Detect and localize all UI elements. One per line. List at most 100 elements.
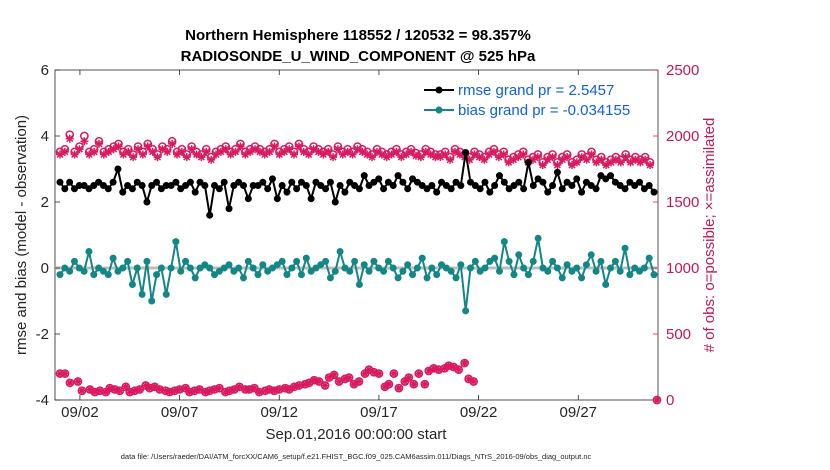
bias-point — [56, 271, 64, 279]
obs-lower-assimilated-point — [414, 369, 423, 378]
bias-point — [297, 271, 305, 279]
obs-assimilated-point — [231, 147, 240, 156]
obs-lower-assimilated-point — [270, 386, 279, 395]
bias-point — [157, 264, 165, 272]
bias-point — [104, 271, 112, 279]
right-tick-label: 0 — [666, 392, 674, 409]
bias-point — [259, 261, 267, 269]
bias-point — [264, 267, 272, 275]
bias-point — [384, 257, 392, 265]
obs-assimilated-point — [402, 150, 411, 159]
obs-lower-assimilated-point — [400, 377, 409, 386]
bias-point — [268, 264, 276, 272]
obs-assimilated-point — [455, 150, 464, 159]
rmse-point — [56, 178, 64, 186]
obs-assimilated-point — [163, 147, 172, 156]
bias-point — [312, 264, 320, 272]
bias-point — [626, 271, 634, 279]
obs-assimilated-point — [338, 150, 347, 159]
obs-assimilated-point — [563, 153, 572, 162]
legend-label-rmse: rmse grand pr = 2.5457 — [458, 82, 614, 99]
rmse-point — [317, 182, 325, 189]
obs-lower-assimilated-point — [135, 385, 144, 394]
rmse-point — [626, 178, 634, 186]
obs-assimilated-point — [528, 155, 537, 164]
bias-point — [650, 271, 658, 279]
obs-assimilated-point — [173, 150, 182, 159]
obs-assimilated-point — [280, 147, 289, 156]
bias-point — [128, 281, 136, 288]
rmse-point — [433, 188, 441, 196]
obs-assimilated-point — [290, 150, 299, 159]
obs-lower-assimilated-point — [250, 384, 259, 393]
obs-assimilated-point — [148, 147, 157, 156]
obs-lower-assimilated-point — [409, 380, 418, 389]
bias-point — [481, 264, 489, 272]
obs-assimilated-point — [241, 150, 250, 159]
bias-point — [495, 267, 503, 275]
obs-lower-assimilated-point — [141, 381, 150, 390]
y-axis-left-label: rmse and bias (model - observation) — [13, 115, 30, 355]
left-axis-ticks: -4 -2 0 2 4 6 — [36, 62, 60, 409]
bias-point — [433, 271, 441, 279]
rmse-point — [124, 182, 132, 189]
bias-point — [529, 257, 537, 265]
obs-assimilated-point — [294, 142, 303, 151]
bias-point — [592, 267, 600, 275]
obs-assimilated-point — [372, 147, 381, 156]
obs-assimilated-point — [265, 147, 274, 156]
rmse-point — [307, 195, 315, 203]
bias-point — [283, 271, 291, 279]
rmse-point — [211, 182, 219, 189]
bias-point — [500, 238, 508, 246]
rmse-point — [486, 188, 494, 196]
obs-assimilated-point — [602, 161, 611, 170]
bias-point — [399, 267, 407, 275]
obs-assimilated-point — [329, 153, 338, 162]
rmse-point — [631, 182, 639, 189]
left-tick-label: 0 — [41, 260, 49, 277]
obs-lower-assimilated-point — [380, 382, 389, 391]
rmse-point — [553, 168, 561, 176]
bias-point — [162, 290, 170, 298]
bias-point — [587, 251, 595, 259]
bias-point — [99, 267, 107, 275]
obs-assimilated-point — [324, 147, 333, 156]
obs-lower-assimilated-point — [434, 365, 443, 374]
obs-assimilated-point — [221, 145, 230, 154]
rmse-point — [640, 185, 648, 193]
rmse-point — [534, 175, 542, 183]
obs-lower-assimilated-point — [125, 388, 134, 397]
bias-point — [143, 257, 151, 265]
obs-assimilated-point — [358, 147, 367, 156]
rmse-point — [616, 182, 624, 189]
obs-assimilated-point — [450, 147, 459, 156]
obs-lower-assimilated-point — [345, 373, 354, 382]
obs-assimilated-point — [143, 142, 152, 151]
rmse-point — [500, 178, 508, 186]
bias-point — [351, 257, 359, 265]
rmse-point — [389, 182, 397, 189]
obs-assimilated-point — [631, 155, 640, 164]
rmse-point — [225, 205, 233, 213]
obs-lower-assimilated-point — [245, 385, 254, 394]
obs-assimilated-point — [348, 150, 357, 159]
x-tick-label: 09/27 — [559, 404, 597, 421]
obs-assimilated-point — [397, 153, 406, 162]
obs-lower-assimilated-point — [255, 388, 264, 397]
obs-assimilated-point — [246, 147, 255, 156]
obs-assimilated-point — [641, 155, 650, 164]
left-tick-label: 6 — [41, 62, 49, 79]
obs-lower-assimilated-point — [321, 381, 330, 390]
bias-point — [302, 254, 310, 262]
bias-point — [394, 274, 402, 282]
plot-frame — [54, 69, 659, 401]
obs-lower-assimilated-point — [330, 370, 339, 379]
right-tick-label: 2500 — [666, 62, 699, 79]
rmse-point — [481, 178, 489, 186]
obs-assimilated-point — [411, 151, 420, 160]
obs-lower-assimilated-point — [335, 377, 344, 386]
bias-point — [70, 257, 78, 265]
legend-marker-rmse — [435, 86, 443, 94]
